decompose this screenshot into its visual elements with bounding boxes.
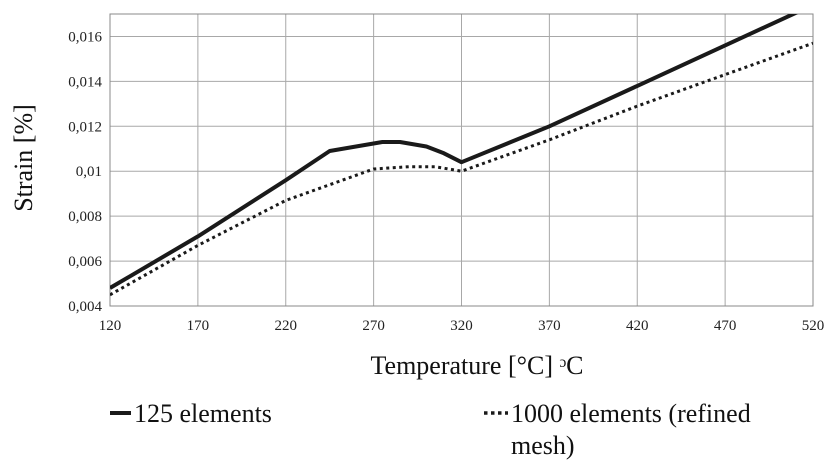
x-tick-label: 370 [538, 318, 561, 334]
y-tick-label: 0,012 [68, 119, 102, 135]
x-axis-tick-labels: 120 170 220 270 320 370 420 470 520 [99, 318, 825, 334]
plot-area-frame [109, 13, 814, 307]
y-axis-tick-labels: 0,004 0,006 0,008 0,01 0,012 0,014 0,016 [68, 29, 102, 315]
y-tick-label: 0,006 [68, 254, 102, 270]
x-tick-label: 270 [362, 318, 385, 334]
legend-label-125-elements: 125 elements [134, 399, 272, 428]
y-tick-label: 0,004 [68, 299, 102, 315]
legend-label-1000-elements: 1000 elements (refined mesh) [511, 399, 757, 460]
y-tick-label: 0,01 [76, 164, 102, 180]
x-tick-label: 220 [275, 318, 298, 334]
x-tick-label: 470 [714, 318, 737, 334]
legend-label-1000-elements-line2: mesh) [511, 431, 575, 460]
y-tick-label: 0,016 [68, 29, 102, 45]
y-tick-label: 0,008 [68, 209, 102, 225]
series-line-125-elements [110, 14, 799, 290]
series-line-1000-elements [110, 41, 813, 297]
x-tick-label: 520 [802, 318, 825, 334]
legend-label-1000-elements-line1: 1000 elements (refined [511, 399, 751, 428]
x-tick-label: 420 [626, 318, 649, 334]
y-tick-label: 0,014 [68, 74, 102, 90]
x-tick-label: 120 [99, 318, 122, 334]
x-tick-label: 320 [450, 318, 473, 334]
legend: 125 elements 1000 elements (refined mesh… [110, 399, 757, 460]
y-axis-title: Strain [%] [9, 104, 38, 212]
x-axis-title: Temperature [°C] ᵓC [370, 351, 583, 380]
x-tick-label: 170 [187, 318, 210, 334]
series-layer [110, 14, 813, 297]
